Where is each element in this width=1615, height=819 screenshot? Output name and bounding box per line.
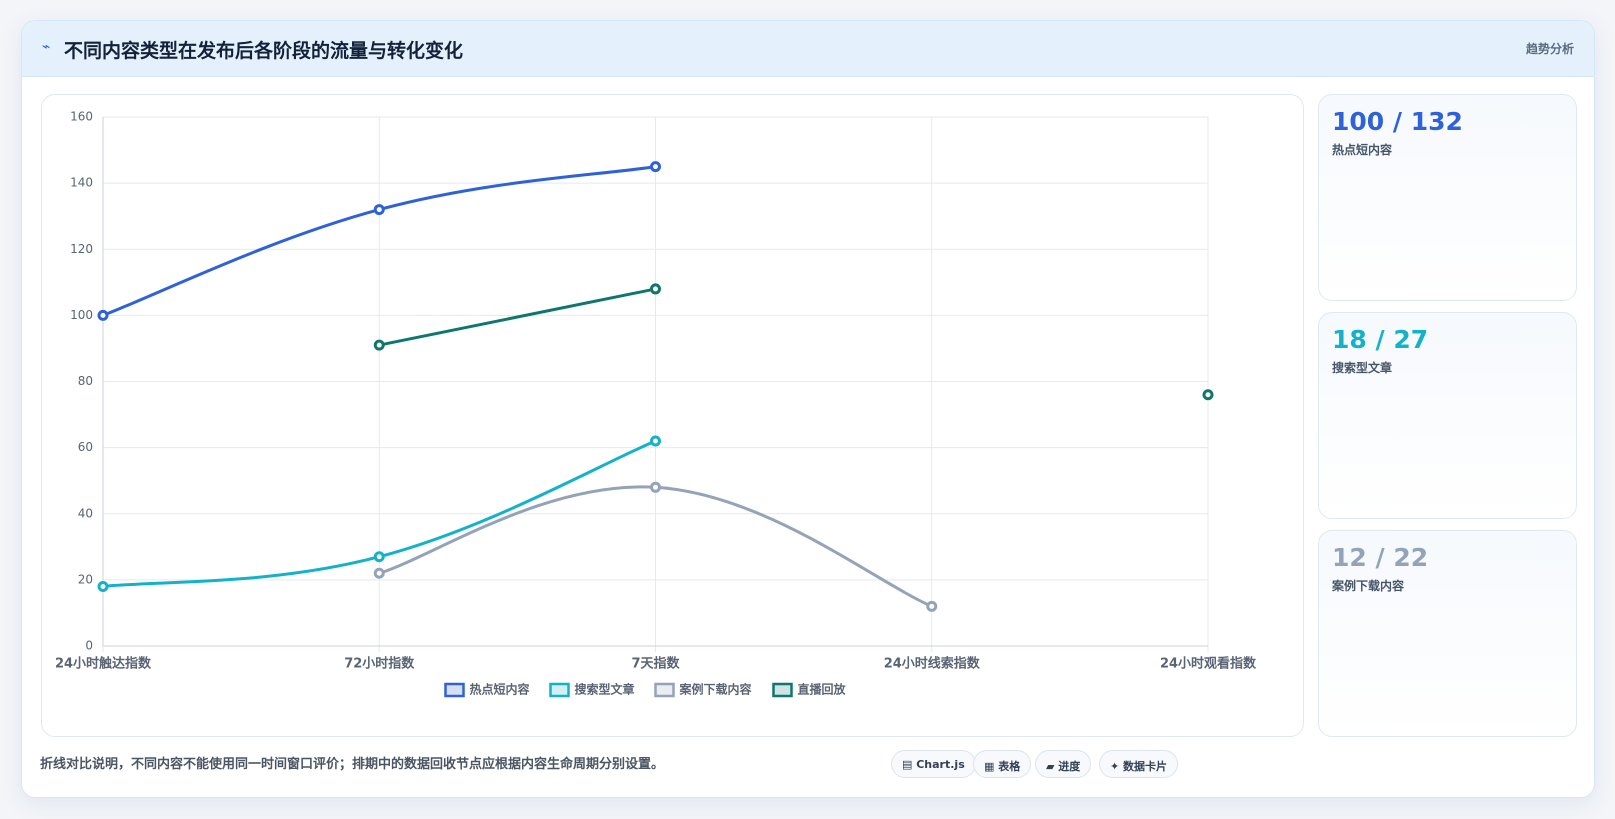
stat-label: 案例下载内容 xyxy=(1332,579,1405,593)
point xyxy=(650,283,661,295)
point xyxy=(926,600,938,612)
stat-label: 搜索型文章 xyxy=(1332,361,1393,375)
button-label[interactable]: 表格 xyxy=(998,760,1021,773)
chart-panel: 0 20 40 60 80 100 120 140 160 24小时触达指数 72小时指数 7天指数 2… xyxy=(41,94,1304,737)
legend-label: 热点短内容 xyxy=(470,682,530,697)
stat-value: 100 / 132 xyxy=(1332,107,1463,136)
legend-swatch xyxy=(654,682,675,698)
point xyxy=(650,161,661,173)
y-tick-label: 60 xyxy=(78,440,93,454)
x-tick-label: 24小时线索指数 xyxy=(884,656,981,672)
button-label[interactable]: Chart.js xyxy=(916,758,965,771)
button[interactable]: ▦ 表格 xyxy=(973,750,1032,778)
legend-label: 案例下载内容 xyxy=(679,682,752,697)
legend-swatch xyxy=(772,682,793,698)
button[interactable]: ✦ 数据卡片 xyxy=(1099,750,1179,778)
legend-swatch xyxy=(444,682,465,698)
legend-label: 搜索型文章 xyxy=(575,682,635,697)
y-tick-label: 40 xyxy=(78,506,93,520)
legend-swatch xyxy=(549,682,570,698)
stat-label: 热点短内容 xyxy=(1332,143,1393,157)
y-tick-label: 80 xyxy=(78,374,93,388)
title: 不同内容类型在发布后各阶段的流量与转化变化 xyxy=(64,40,464,62)
y-tick-label: 140 xyxy=(70,176,93,190)
series-line xyxy=(379,289,1208,395)
stat-value: 12 / 22 xyxy=(1332,543,1429,572)
y-tick-label: 20 xyxy=(78,572,93,586)
point xyxy=(97,309,109,321)
point xyxy=(97,580,109,592)
y-tick-label: 120 xyxy=(70,242,93,256)
header-icon: ⌁ xyxy=(42,39,51,55)
button[interactable]: ▤ Chart.js xyxy=(891,750,976,778)
dashboard-card: ⌁ 不同内容类型在发布后各阶段的流量与转化变化 趋势分析 0 20 40 60 80 10… xyxy=(21,20,1595,798)
y-tick-label: 100 xyxy=(70,308,93,322)
point xyxy=(373,204,385,216)
x-tick-label: 24小时触达指数 xyxy=(55,656,152,672)
note: 折线对比说明，不同内容不能使用同一时间窗口评价；排期中的数据回收节点应根据内容生… xyxy=(40,757,665,772)
point xyxy=(650,435,661,447)
button-label[interactable]: 进度 xyxy=(1058,760,1081,773)
x-tick-label: 72小时指数 xyxy=(344,656,415,672)
y-tick-label: 0 xyxy=(85,639,93,653)
stat-card: 12 / 22 案例下载内容 xyxy=(1318,530,1577,737)
stat-value: 18 / 27 xyxy=(1332,325,1429,354)
button-label[interactable]: 数据卡片 xyxy=(1123,760,1168,773)
point xyxy=(373,567,385,579)
button[interactable]: ▰ 进度 xyxy=(1035,750,1092,778)
chart: 0 20 40 60 80 100 120 140 160 24小时触达指数 72小时指数 7天指数 2… xyxy=(55,110,1257,698)
stat-card: 100 / 132 热点短内容 xyxy=(1318,94,1577,301)
point xyxy=(373,339,385,351)
x-tick-label: 7天指数 xyxy=(631,656,680,672)
stat-card: 18 / 27 搜索型文章 xyxy=(1318,312,1577,519)
y-tick-label: 160 xyxy=(70,110,93,124)
legend-label: 直播回放 xyxy=(798,682,847,697)
point xyxy=(1202,389,1214,401)
header-tag: 趋势分析 xyxy=(1525,42,1574,56)
x-tick-label: 24小时观看指数 xyxy=(1160,656,1257,672)
header: ⌁ 不同内容类型在发布后各阶段的流量与转化变化 趋势分析 xyxy=(22,21,1594,77)
point xyxy=(373,551,385,563)
point xyxy=(650,481,661,493)
